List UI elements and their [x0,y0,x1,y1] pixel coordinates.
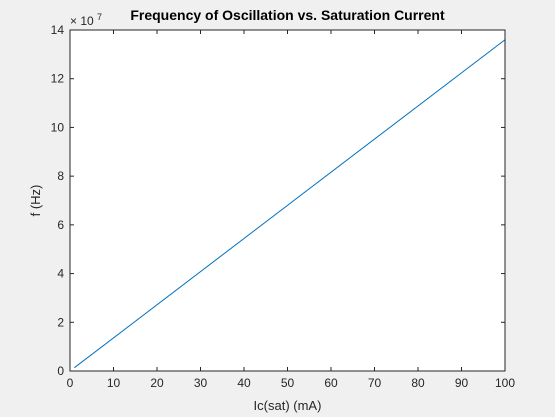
x-axis-label: Ic(sat) (mA) [254,398,322,413]
x-tick-label: 80 [411,376,425,390]
y-tick-label: 0 [57,364,64,378]
y-tick-label: 10 [51,120,65,134]
x-tick-label: 50 [281,376,295,390]
x-tick-label: 10 [107,376,121,390]
x-axis-ticks: 0 10 20 30 40 50 60 70 80 90 100 [67,30,515,390]
x-tick-label: 0 [67,376,74,390]
y-tick-label: 8 [57,169,64,183]
y-tick-label: 12 [51,72,65,86]
x-tick-label: 30 [194,376,208,390]
y-tick-label: 2 [57,315,64,329]
plot-area [70,30,505,371]
y-tick-label: 6 [57,218,64,232]
x-tick-label: 100 [495,376,515,390]
chart-title: Frequency of Oscillation vs. Saturation … [130,7,445,23]
plot-frame [69,29,506,372]
y-axis-multiplier-exponent: 7 [97,12,102,22]
series-line [74,39,506,369]
x-tick-label: 70 [368,376,382,390]
y-axis-multiplier-base: × 10 [70,14,94,28]
x-tick-label: 40 [237,376,251,390]
y-tick-label: 4 [57,267,64,281]
y-axis-label: f (Hz) [28,185,43,217]
x-tick-label: 90 [455,376,469,390]
y-axis-multiplier: × 10 7 [70,12,102,28]
x-tick-label: 20 [150,376,164,390]
y-axis-ticks: 0 2 4 6 8 10 12 14 [51,23,505,378]
series-layer [74,39,506,369]
y-tick-label: 14 [51,23,65,37]
x-tick-label: 60 [324,376,338,390]
